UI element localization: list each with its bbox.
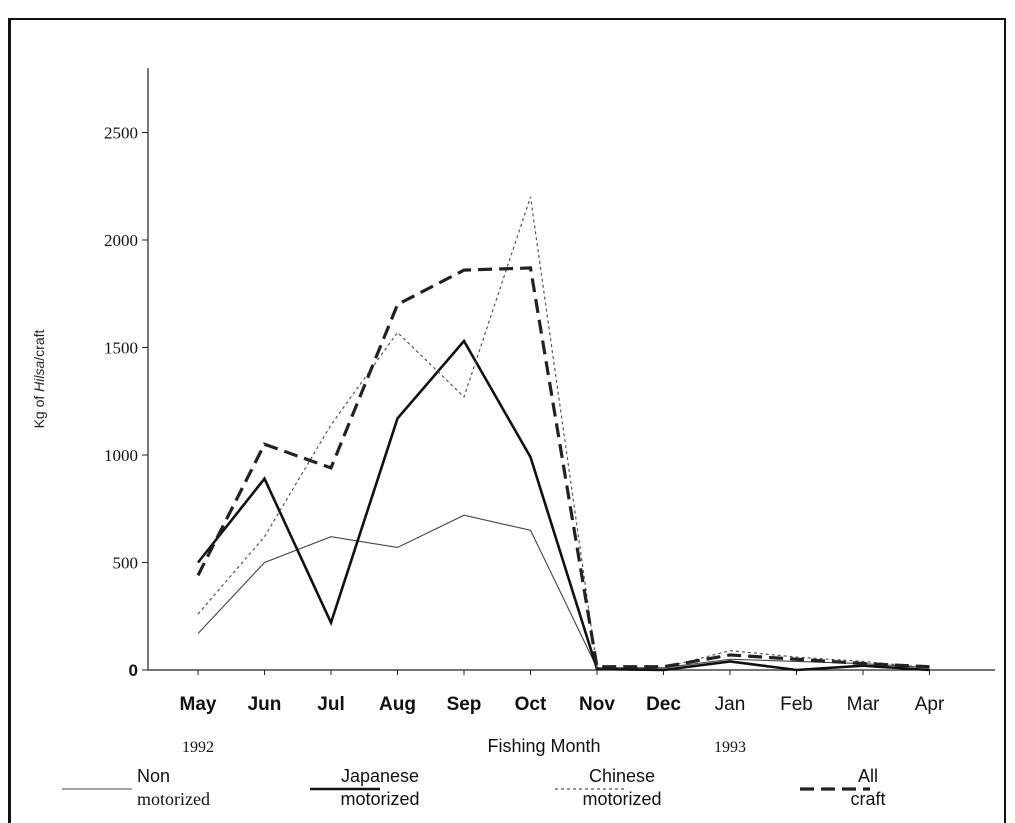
year-label: 1992: [182, 739, 214, 756]
year-label: 1993: [714, 739, 746, 756]
y-tick-label: 1000: [104, 446, 138, 465]
chart-frame: [8, 18, 1006, 823]
x-tick-label: Feb: [780, 694, 813, 715]
series-line-non-motorized: [197, 514, 930, 669]
x-tick-label: Jun: [248, 694, 282, 715]
legend-label: All: [858, 766, 878, 786]
legend-label: motorized: [582, 789, 661, 809]
y-tick-label: 1500: [104, 339, 138, 358]
x-tick-label: May: [180, 694, 217, 715]
x-tick-label: Dec: [646, 694, 681, 715]
x-tick-label: Apr: [915, 694, 945, 715]
x-tick-label: Jan: [715, 694, 746, 715]
x-tick-label: Oct: [515, 694, 547, 715]
x-tick-label: Mar: [847, 694, 880, 715]
y-axis-label-part: Hilsa: [31, 360, 47, 391]
series-line-japanese-motorized: [196, 338, 930, 672]
y-axis-label: Kg of Hilsa/craft: [31, 329, 47, 428]
x-tick-label: Jul: [317, 694, 344, 715]
x-axis-title: Fishing Month: [487, 736, 600, 756]
y-tick-label: 500: [113, 554, 139, 573]
y-axis-label-part: Kg of: [31, 392, 47, 429]
y-tick-label: 2500: [104, 124, 138, 143]
x-tick-label: Sep: [447, 694, 482, 715]
legend-label: craft: [850, 789, 885, 809]
legend-label: motorized: [137, 789, 210, 809]
legend-label: motorized: [340, 789, 419, 809]
legend-label: Non: [137, 766, 170, 786]
y-tick-label: 0: [129, 661, 138, 680]
y-tick-label: 2000: [104, 231, 138, 250]
legend-label: Japanese: [341, 766, 419, 786]
series-line-all-craft: [196, 266, 930, 669]
x-tick-label: Nov: [579, 694, 615, 715]
y-axis-label-part: /craft: [31, 329, 47, 360]
legend-label: Chinese: [589, 766, 655, 786]
x-tick-label: Aug: [379, 694, 416, 715]
series-line-chinese-motorized: [197, 196, 930, 669]
